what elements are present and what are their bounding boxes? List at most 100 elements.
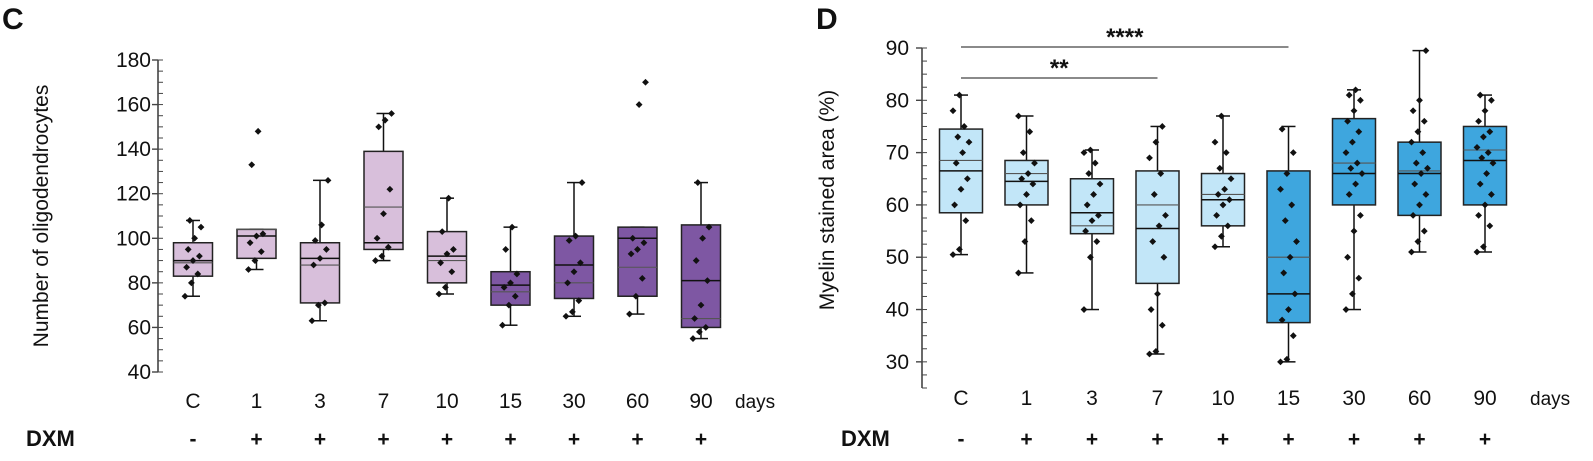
box (1004, 159, 1049, 206)
dxm-sign: + (1020, 428, 1032, 451)
data-point (575, 297, 583, 305)
box (299, 241, 341, 304)
data-point (1082, 227, 1089, 235)
y-tick-label: 180 (116, 49, 151, 72)
data-point (1218, 232, 1225, 240)
data-point (1015, 112, 1022, 120)
data-point (1278, 125, 1286, 133)
box (553, 235, 595, 300)
data-point (1420, 227, 1428, 235)
data-point (1087, 146, 1094, 154)
data-point (1408, 248, 1415, 256)
x-tick-label: 10 (435, 390, 458, 413)
data-point (435, 290, 443, 298)
data-point (502, 246, 510, 253)
data-point (1221, 185, 1228, 193)
data-point (318, 221, 325, 229)
data-point (1289, 149, 1297, 157)
data-point (1416, 96, 1423, 104)
data-point (1420, 117, 1428, 125)
data-point (1155, 222, 1163, 230)
data-point (181, 292, 189, 300)
data-point (1419, 149, 1427, 157)
data-point (1475, 211, 1482, 219)
data-point (1414, 128, 1422, 136)
data-point (1475, 117, 1482, 125)
data-point (1162, 211, 1169, 219)
x-tick-label: 30 (1342, 387, 1365, 410)
data-point (1345, 191, 1353, 198)
data-point (1277, 358, 1284, 366)
data-point (1211, 243, 1219, 251)
box-group (1462, 91, 1508, 256)
data-point (1085, 170, 1093, 177)
data-point (1083, 201, 1091, 209)
data-point (1291, 290, 1299, 298)
data-point (1411, 180, 1419, 188)
data-point (311, 237, 319, 244)
data-point (442, 283, 449, 291)
data-point (1358, 170, 1366, 177)
box-group (1069, 146, 1115, 313)
data-point (373, 234, 381, 242)
dxm-sign: + (1217, 428, 1229, 451)
data-point (632, 292, 640, 300)
box (1462, 125, 1508, 206)
significance-label: **** (1106, 24, 1144, 51)
y-tick-label: 120 (116, 183, 151, 206)
box (490, 270, 531, 306)
box-group (1200, 112, 1246, 251)
box (1266, 170, 1311, 324)
data-point (1219, 201, 1227, 209)
data-point (1280, 269, 1288, 277)
data-point (640, 239, 648, 247)
data-point (1091, 159, 1099, 167)
data-point (1489, 159, 1497, 167)
data-point (1096, 180, 1104, 188)
data-point (437, 259, 444, 267)
data-point (696, 328, 703, 336)
data-point (954, 133, 962, 141)
data-point (1286, 253, 1294, 261)
data-point (1029, 180, 1037, 188)
x-tick-label: C (185, 390, 200, 413)
data-point (1342, 306, 1350, 313)
x-tick-label: 90 (689, 390, 712, 413)
box (1331, 117, 1377, 206)
data-point (1277, 185, 1284, 193)
data-point (562, 312, 570, 320)
data-point (1150, 191, 1158, 198)
data-point (1016, 201, 1024, 209)
data-point (1087, 253, 1094, 261)
data-point (1015, 269, 1022, 277)
data-point (505, 301, 513, 309)
box-group (617, 78, 658, 318)
data-point (248, 161, 256, 169)
data-point (1352, 86, 1359, 94)
data-point (257, 248, 265, 256)
data-point (704, 277, 711, 285)
data-point (578, 179, 586, 186)
data-point (1480, 243, 1487, 251)
data-point (1283, 355, 1291, 363)
dxm-sign: + (377, 428, 389, 451)
data-point (1211, 138, 1219, 146)
data-point (188, 279, 195, 287)
x-tick-label: 7 (378, 390, 390, 413)
data-point (1355, 274, 1363, 282)
data-point (254, 127, 262, 135)
data-point (375, 123, 383, 131)
data-point (1409, 211, 1417, 219)
data-point (1088, 217, 1096, 225)
dxm-sign: + (1151, 428, 1163, 451)
data-point (253, 232, 260, 240)
data-point (1283, 170, 1291, 177)
data-point (380, 210, 387, 218)
data-point (186, 217, 194, 224)
data-point (507, 279, 514, 287)
dxm-sign: + (1086, 428, 1098, 451)
data-point (699, 234, 706, 242)
box-group (172, 217, 214, 300)
data-point (572, 232, 579, 240)
x-tick-label: 60 (1408, 387, 1431, 410)
